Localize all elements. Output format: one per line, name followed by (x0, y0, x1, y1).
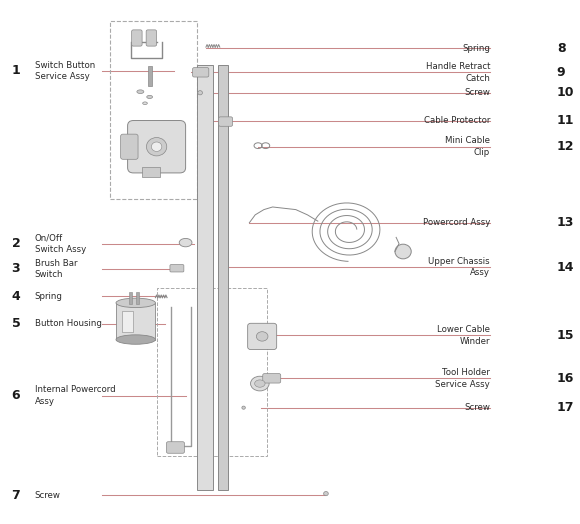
Ellipse shape (256, 332, 268, 341)
FancyBboxPatch shape (166, 442, 184, 453)
FancyBboxPatch shape (219, 117, 233, 126)
Text: On/Off
Switch Assy: On/Off Switch Assy (35, 233, 86, 254)
Text: Screw: Screw (35, 490, 61, 500)
Text: 2: 2 (12, 237, 20, 250)
Text: Screw: Screw (464, 88, 490, 97)
Bar (148, 66, 152, 86)
Circle shape (324, 492, 328, 496)
Text: 17: 17 (557, 401, 574, 414)
FancyBboxPatch shape (128, 121, 186, 173)
Circle shape (198, 91, 202, 95)
Text: 4: 4 (12, 290, 20, 302)
Circle shape (242, 406, 245, 409)
Text: 7: 7 (12, 489, 20, 501)
Text: Upper Chassis
Assy: Upper Chassis Assy (429, 257, 490, 278)
Bar (122, 311, 133, 332)
Text: Cable Protector: Cable Protector (424, 116, 490, 125)
Bar (110, 21, 197, 199)
Text: 5: 5 (12, 318, 20, 330)
Bar (136, 292, 139, 304)
Text: 16: 16 (557, 372, 574, 385)
Ellipse shape (137, 90, 144, 94)
Text: Button Housing: Button Housing (35, 319, 101, 329)
FancyBboxPatch shape (146, 30, 157, 46)
Text: 14: 14 (557, 261, 574, 274)
Text: Tool Holder
Service Assy: Tool Holder Service Assy (436, 368, 490, 389)
Ellipse shape (143, 102, 147, 104)
Text: 9: 9 (557, 66, 566, 79)
Ellipse shape (151, 142, 162, 151)
Bar (197, 66, 213, 490)
Bar (129, 292, 132, 304)
Text: Brush Bar
Switch: Brush Bar Switch (35, 258, 77, 279)
FancyBboxPatch shape (248, 323, 277, 350)
Text: 3: 3 (12, 263, 20, 275)
Ellipse shape (147, 95, 153, 99)
Text: Handle Retract
Catch: Handle Retract Catch (426, 62, 490, 83)
Ellipse shape (116, 298, 155, 308)
Bar (218, 66, 228, 490)
Ellipse shape (146, 137, 167, 156)
Text: Powercord Assy: Powercord Assy (423, 218, 490, 227)
Text: 11: 11 (557, 114, 574, 127)
Text: 12: 12 (557, 140, 574, 153)
FancyBboxPatch shape (132, 30, 142, 46)
Text: Spring: Spring (462, 43, 490, 53)
Ellipse shape (179, 238, 192, 247)
Bar (142, 167, 160, 177)
Ellipse shape (251, 376, 269, 391)
Text: 15: 15 (557, 329, 574, 342)
Text: Spring: Spring (35, 291, 63, 301)
Text: 8: 8 (557, 42, 566, 54)
Text: 6: 6 (12, 389, 20, 402)
Text: Switch Button
Service Assy: Switch Button Service Assy (35, 60, 95, 81)
Text: Lower Cable
Winder: Lower Cable Winder (437, 325, 490, 346)
Text: 10: 10 (557, 86, 574, 99)
Text: 13: 13 (557, 216, 574, 229)
Text: Mini Cable
Clip: Mini Cable Clip (445, 136, 490, 157)
Bar (116, 303, 155, 340)
FancyBboxPatch shape (193, 68, 209, 77)
Bar (157, 288, 267, 456)
Ellipse shape (116, 335, 155, 344)
Text: 1: 1 (12, 64, 20, 77)
Text: Screw: Screw (464, 403, 490, 412)
FancyBboxPatch shape (121, 134, 138, 159)
Text: Internal Powercord
Assy: Internal Powercord Assy (35, 385, 115, 406)
Ellipse shape (395, 244, 411, 259)
Ellipse shape (255, 380, 265, 387)
FancyBboxPatch shape (170, 265, 184, 272)
FancyBboxPatch shape (263, 374, 281, 383)
